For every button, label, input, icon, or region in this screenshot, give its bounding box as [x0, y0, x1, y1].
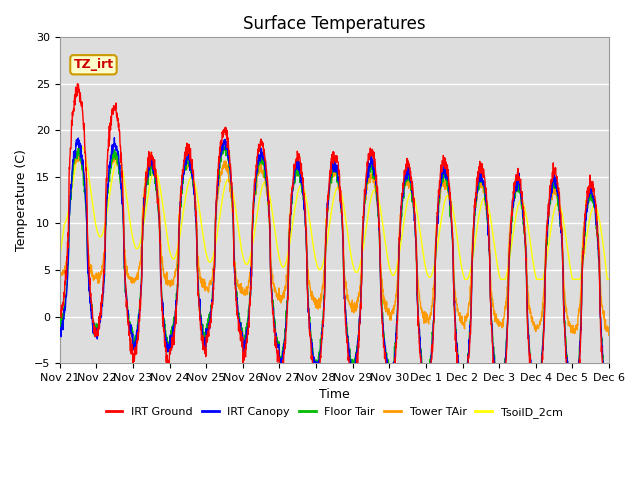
Y-axis label: Temperature (C): Temperature (C) — [15, 149, 28, 251]
Title: Surface Temperatures: Surface Temperatures — [243, 15, 426, 33]
Legend: IRT Ground, IRT Canopy, Floor Tair, Tower TAir, TsoilD_2cm: IRT Ground, IRT Canopy, Floor Tair, Towe… — [101, 403, 567, 422]
Text: TZ_irt: TZ_irt — [74, 58, 113, 71]
X-axis label: Time: Time — [319, 388, 349, 401]
